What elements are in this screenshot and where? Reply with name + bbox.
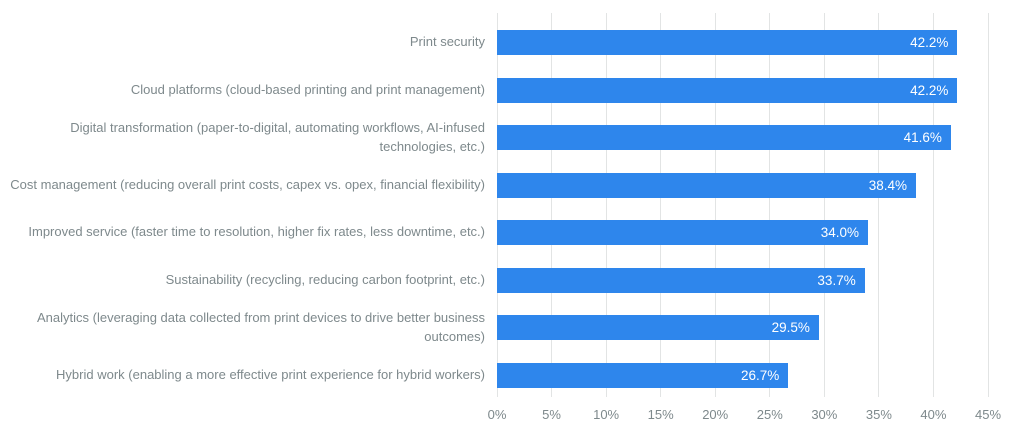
x-tick-label: 15% [647,407,674,422]
gridline [932,13,934,397]
category-label: Analytics (leveraging data collected fro… [37,309,485,344]
category-labels: Print security Cloud platforms (cloud-bas… [0,19,497,399]
bar-row: 29.5% [497,304,988,352]
category-label: Hybrid work (enabling a more effective p… [56,366,485,382]
bar-value-label: 41.6% [903,130,942,146]
bar-value-label: 42.2% [910,35,949,51]
category-label: Cost management (reducing overall print … [10,176,485,192]
category-label: Cloud platforms (cloud-based printing an… [130,81,485,97]
gridline [496,13,498,397]
bar: 29.5% [497,315,819,341]
bar: 34.0% [497,220,868,246]
x-tick-label: 40% [920,407,947,422]
category-label: Digital transformation (paper-to-digital… [70,119,485,154]
x-tick-label: 20% [702,407,729,422]
gridline [551,13,553,397]
gridline [878,13,880,397]
x-tick-label: 35% [865,407,892,422]
bar-row: 34.0% [497,209,988,257]
gridline [769,13,771,397]
bar: 26.7% [497,362,789,388]
gridline [714,13,716,397]
category-label: Improved service (faster time to resolut… [28,224,485,240]
bar-row: 42.2% [497,19,988,67]
bar-row: 42.2% [497,67,988,115]
bar-value-label: 42.2% [910,82,949,98]
bar: 33.7% [497,267,865,293]
plot-area: 42.2% 42.2% 41.6% 38.4% 34.0% 33.7% 29.5% 26.7% [496,13,989,399]
bar-value-label: 26.7% [741,367,780,383]
bar-row: 33.7% [497,257,988,305]
bar: 42.2% [497,77,958,103]
category-label: Print security [409,34,485,50]
bar: 42.2% [497,30,958,56]
x-axis: 0% 5% 10% 15% 20% 25% 30% 35% 40% 45% [488,404,1001,428]
x-tick-label: 5% [542,407,561,422]
bar-value-label: 33.7% [817,272,856,288]
bar: 38.4% [497,172,916,198]
x-tick-label: 10% [593,407,620,422]
bar-row: 26.7% [497,352,988,400]
bar-rows: 42.2% 42.2% 41.6% 38.4% 34.0% 33.7% 29.5% 26.7% [497,19,988,399]
bar-row: 41.6% [497,114,988,162]
x-tick-label: 25% [756,407,783,422]
bar-value-label: 29.5% [771,320,810,336]
x-tick-label: 45% [974,407,1002,422]
bar-value-label: 38.4% [868,177,907,193]
x-tick-label: 0% [487,407,507,422]
x-tick-label: 30% [811,407,838,422]
bar-value-label: 34.0% [820,225,859,241]
gridline [823,13,825,397]
bar-row: 38.4% [497,162,988,210]
gridline [605,13,607,397]
category-label: Sustainability (recycling, reducing carb… [165,271,485,287]
gridline [660,13,662,397]
bar: 41.6% [497,125,951,151]
gridline [987,13,989,397]
